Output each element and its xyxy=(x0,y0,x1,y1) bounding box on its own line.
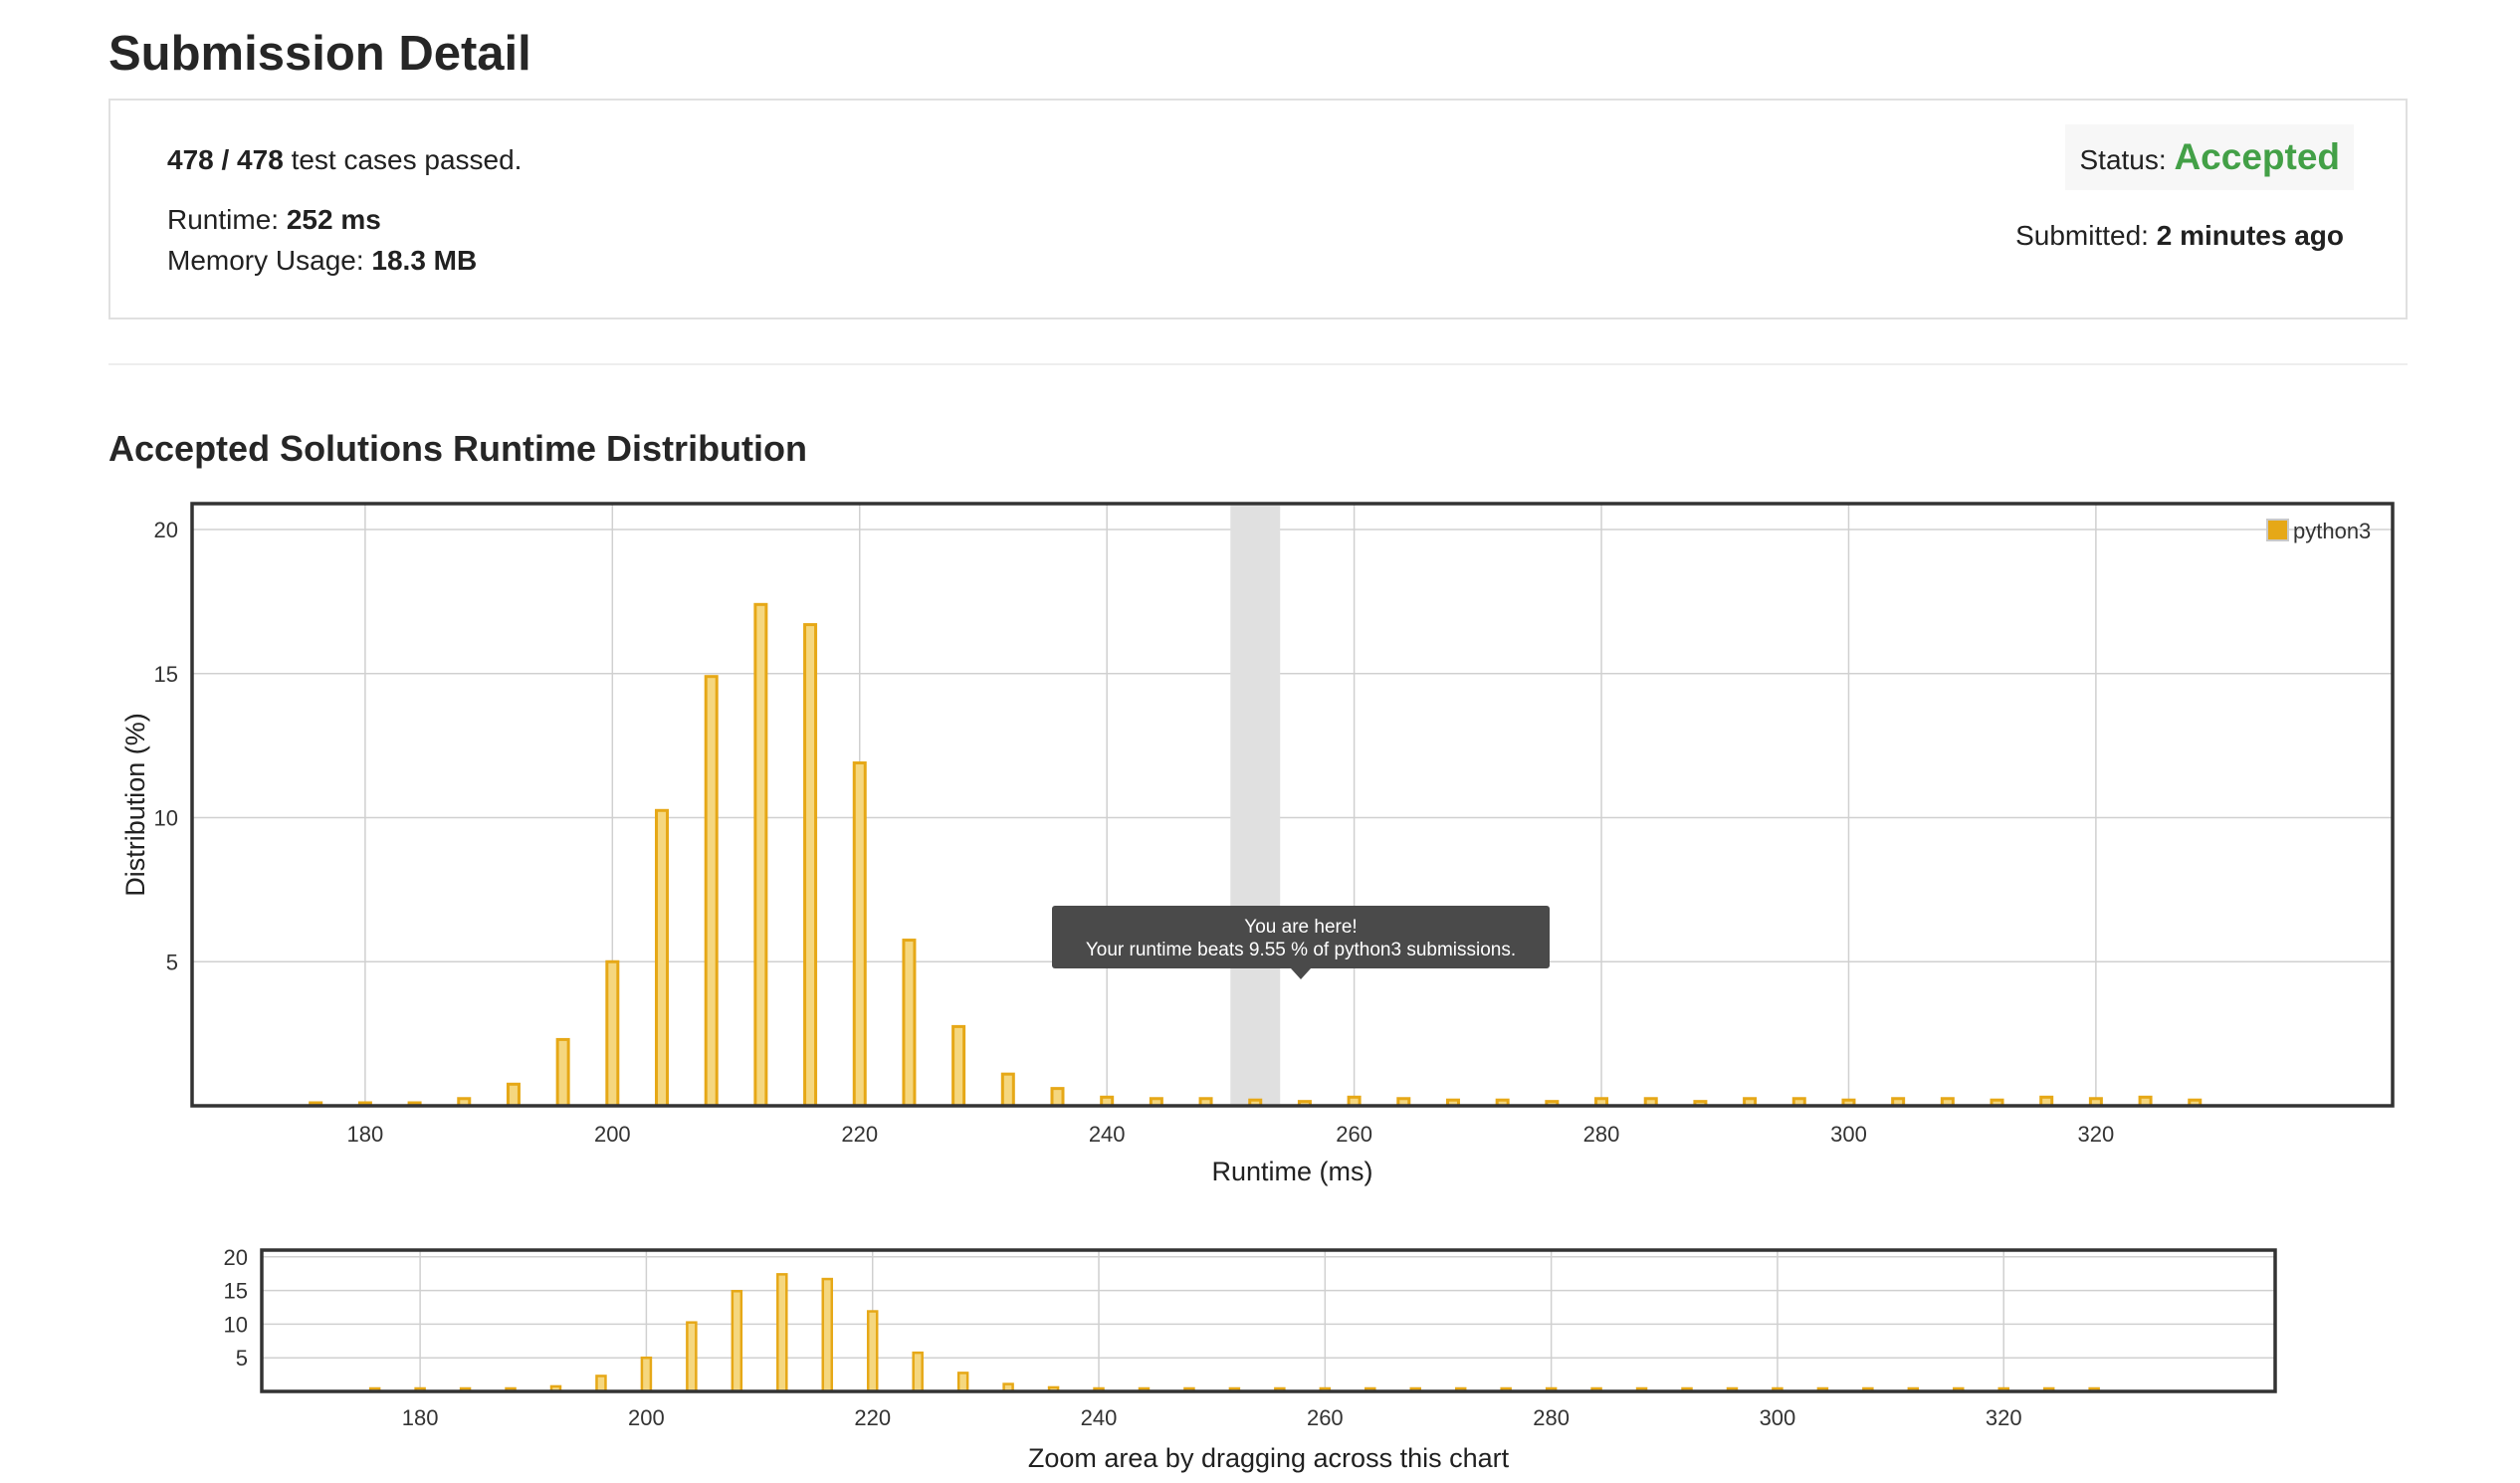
bar xyxy=(506,1082,521,1108)
navigator-x-tick-labels: 180 200 220 240 260 280 300 320 xyxy=(402,1405,2022,1430)
submission-summary: 478 / 478 test cases passed. Runtime: 25… xyxy=(108,99,2408,319)
x-tick-label: 240 xyxy=(1081,1405,1118,1430)
x-tick-label: 260 xyxy=(1307,1405,1344,1430)
x-tick-label: 220 xyxy=(841,1122,878,1147)
x-axis-title: Runtime (ms) xyxy=(1211,1157,1372,1186)
x-tick-label: 180 xyxy=(402,1405,439,1430)
y-tick-label: 5 xyxy=(236,1346,248,1371)
bar xyxy=(902,939,917,1108)
x-tick-label: 320 xyxy=(2078,1122,2115,1147)
memory-value: 18.3 MB xyxy=(371,245,478,276)
bar xyxy=(704,675,719,1108)
main-bars xyxy=(309,602,2203,1108)
test-cases-line: 478 / 478 test cases passed. xyxy=(167,144,522,176)
tests-passed-label: test cases passed. xyxy=(291,144,523,175)
y-tick-label: 15 xyxy=(154,662,178,687)
x-tick-label: 280 xyxy=(1583,1122,1620,1147)
bar xyxy=(803,623,818,1108)
page-title: Submission Detail xyxy=(108,27,531,81)
y-tick-label: 5 xyxy=(166,950,178,974)
runtime-tooltip: You are here! Your runtime beats 9.55 % … xyxy=(1052,906,1550,979)
bar xyxy=(731,1289,743,1393)
navigator-y-tick-labels: 5 10 15 20 xyxy=(224,1245,248,1371)
tests-passed-count: 478 / 478 xyxy=(167,144,284,175)
x-tick-label: 180 xyxy=(347,1122,384,1147)
x-tick-label: 320 xyxy=(1986,1405,2022,1430)
bar xyxy=(956,1372,969,1393)
bar xyxy=(753,602,768,1108)
y-axis-title: Distribution (%) xyxy=(120,713,150,897)
bar xyxy=(1000,1072,1015,1108)
runtime-label: Runtime: xyxy=(167,204,280,235)
memory-label: Memory Usage: xyxy=(167,245,364,276)
bar xyxy=(640,1356,653,1393)
status-label: Status: xyxy=(2079,144,2167,175)
x-tick-label: 260 xyxy=(1336,1122,1372,1147)
navigator-plot-area[interactable] xyxy=(262,1250,2275,1391)
zoom-caption: Zoom area by dragging across this chart xyxy=(1028,1443,1510,1473)
divider xyxy=(108,363,2408,365)
navigator-gridlines xyxy=(262,1250,2275,1391)
tooltip-line-2: Your runtime beats 9.55 % of python3 sub… xyxy=(1086,940,1516,960)
y-tick-label: 10 xyxy=(154,806,178,831)
x-tick-label: 220 xyxy=(854,1405,891,1430)
submitted-value: 2 minutes ago xyxy=(2156,220,2344,251)
memory-line: Memory Usage: 18.3 MB xyxy=(167,245,477,277)
tooltip-box xyxy=(1052,906,1550,968)
your-runtime-highlight xyxy=(1230,506,1281,1104)
submitted-label: Submitted: xyxy=(2015,220,2149,251)
legend[interactable]: python3 xyxy=(2266,519,2371,543)
y-tick-label: 20 xyxy=(154,518,178,542)
status-badge: Status: Accepted xyxy=(2065,124,2354,190)
bar xyxy=(951,1024,966,1108)
y-tick-label: 20 xyxy=(224,1245,248,1270)
x-tick-label: 240 xyxy=(1089,1122,1126,1147)
bar xyxy=(655,808,670,1108)
x-tick-label: 280 xyxy=(1533,1405,1570,1430)
tooltip-line-1: You are here! xyxy=(1244,917,1357,938)
status-value[interactable]: Accepted xyxy=(2174,136,2340,177)
bar xyxy=(1050,1087,1065,1108)
bar xyxy=(912,1351,924,1393)
main-plot-area[interactable] xyxy=(192,504,2393,1106)
bar xyxy=(595,1375,607,1393)
main-y-tick-labels: 5 10 15 20 xyxy=(154,518,178,974)
main-chart[interactable]: 180 200 220 240 260 280 300 320 5 10 15 20 Runtime… xyxy=(120,502,2395,1186)
bar xyxy=(605,959,620,1108)
runtime-line: Runtime: 252 ms xyxy=(167,204,381,236)
navigator-plot-frame xyxy=(260,1248,2277,1393)
x-tick-label: 300 xyxy=(1830,1122,1867,1147)
legend-label-python3[interactable]: python3 xyxy=(2293,519,2371,543)
legend-swatch-python3[interactable] xyxy=(2266,519,2289,541)
main-x-tick-labels: 180 200 220 240 260 280 300 320 xyxy=(347,1122,2115,1147)
bar xyxy=(555,1037,570,1108)
main-plot-frame xyxy=(190,502,2395,1108)
bar xyxy=(866,1310,879,1393)
bar xyxy=(776,1273,788,1393)
submitted-line: Submitted: 2 minutes ago xyxy=(2015,220,2344,252)
section-title: Accepted Solutions Runtime Distribution xyxy=(108,428,808,469)
x-tick-label: 200 xyxy=(594,1122,631,1147)
x-tick-label: 200 xyxy=(628,1405,665,1430)
bar xyxy=(852,761,867,1108)
x-tick-label: 300 xyxy=(1760,1405,1796,1430)
bar xyxy=(821,1277,834,1393)
runtime-value: 252 ms xyxy=(286,204,381,235)
tooltip-arrow xyxy=(1291,968,1311,979)
y-tick-label: 10 xyxy=(224,1312,248,1337)
navigator-chart[interactable]: 180 200 220 240 260 280 300 320 5 10 15 20 Zoom ar… xyxy=(224,1245,2277,1473)
y-tick-label: 15 xyxy=(224,1279,248,1304)
bar xyxy=(686,1321,698,1393)
